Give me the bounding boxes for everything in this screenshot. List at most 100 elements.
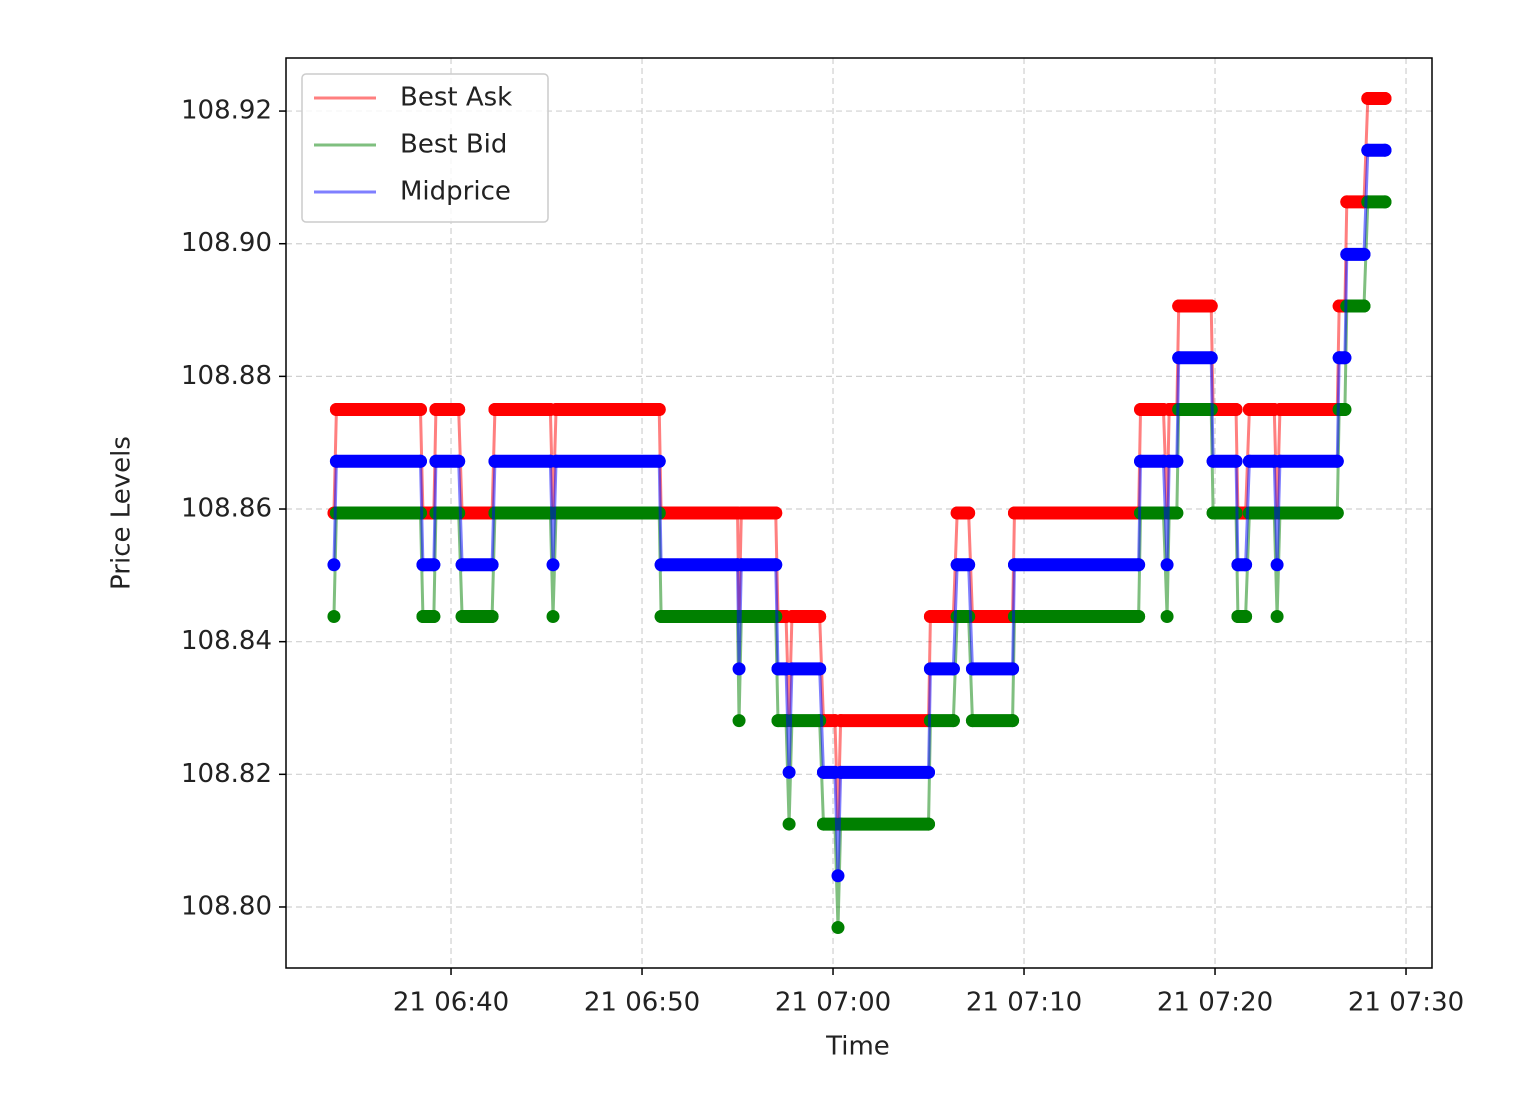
point — [950, 506, 964, 520]
point — [1134, 403, 1148, 417]
point — [1330, 454, 1344, 468]
point — [413, 403, 427, 417]
point — [831, 869, 845, 883]
point — [1170, 506, 1184, 520]
y-tick-label: 108.88 — [181, 361, 272, 391]
point — [1357, 247, 1371, 261]
point — [485, 609, 499, 623]
y-tick-label: 108.82 — [181, 759, 272, 789]
point — [416, 558, 430, 572]
point — [1273, 403, 1287, 417]
point — [549, 403, 563, 417]
point — [1170, 454, 1184, 468]
point — [782, 817, 796, 831]
point — [816, 765, 830, 779]
x-tick-label: 21 06:40 — [393, 988, 509, 1018]
point — [962, 609, 976, 623]
point — [785, 609, 799, 623]
point — [452, 403, 466, 417]
point — [1134, 454, 1148, 468]
point — [485, 558, 499, 572]
legend: Best Ask Best Bid Midprice — [301, 73, 549, 223]
point — [950, 558, 964, 572]
point — [732, 662, 746, 676]
point — [652, 403, 666, 417]
point — [1273, 454, 1287, 468]
point — [922, 765, 936, 779]
point — [1239, 609, 1253, 623]
point — [1361, 143, 1375, 157]
y-tick-label: 108.86 — [181, 494, 272, 524]
point — [1242, 403, 1256, 417]
point — [652, 454, 666, 468]
point — [1007, 506, 1021, 520]
legend-label: Midprice — [400, 177, 511, 207]
point — [427, 609, 441, 623]
y-tick-label: 108.92 — [181, 96, 272, 126]
point — [1007, 558, 1021, 572]
point — [413, 454, 427, 468]
point — [452, 454, 466, 468]
x-tick-label: 21 07:30 — [1348, 988, 1464, 1018]
point — [923, 662, 937, 676]
point — [950, 609, 964, 623]
point — [416, 609, 430, 623]
point — [734, 506, 748, 520]
x-tick-label: 21 07:00 — [775, 988, 891, 1018]
point — [962, 506, 976, 520]
point — [1172, 351, 1186, 365]
point — [769, 558, 783, 572]
point — [1206, 454, 1220, 468]
point — [965, 662, 979, 676]
y-tick-label: 108.80 — [181, 891, 272, 921]
point — [946, 714, 960, 728]
point — [455, 558, 469, 572]
point — [834, 714, 848, 728]
point — [1242, 454, 1256, 468]
point — [782, 765, 796, 779]
point — [831, 921, 845, 935]
point — [1006, 662, 1020, 676]
point — [1239, 558, 1253, 572]
point — [1242, 506, 1256, 520]
point — [549, 454, 563, 468]
point — [488, 454, 502, 468]
point — [1206, 506, 1220, 520]
point — [1338, 403, 1352, 417]
point — [1338, 351, 1352, 365]
point — [1006, 714, 1020, 728]
point — [488, 403, 502, 417]
x-axis-label: Time — [825, 1032, 890, 1062]
legend-label: Best Bid — [400, 130, 507, 160]
point — [1378, 91, 1392, 105]
point — [1172, 299, 1186, 313]
legend-frame — [301, 73, 549, 223]
point — [965, 714, 979, 728]
plot-frame — [285, 57, 1433, 969]
point — [962, 558, 976, 572]
point — [1361, 91, 1375, 105]
point — [654, 558, 668, 572]
point — [546, 609, 560, 623]
point — [1204, 299, 1218, 313]
point — [329, 403, 343, 417]
y-tick-label: 108.84 — [181, 626, 272, 656]
point — [769, 506, 783, 520]
point — [1132, 609, 1146, 623]
point — [1204, 351, 1218, 365]
point — [1160, 558, 1174, 572]
point — [946, 662, 960, 676]
point — [785, 662, 799, 676]
point — [455, 609, 469, 623]
point — [1160, 609, 1174, 623]
point — [1270, 558, 1284, 572]
point — [834, 765, 848, 779]
point — [816, 817, 830, 831]
point — [429, 403, 443, 417]
point — [452, 506, 466, 520]
point — [922, 817, 936, 831]
point — [813, 714, 827, 728]
legend-label: Best Ask — [400, 83, 512, 113]
point — [732, 714, 746, 728]
